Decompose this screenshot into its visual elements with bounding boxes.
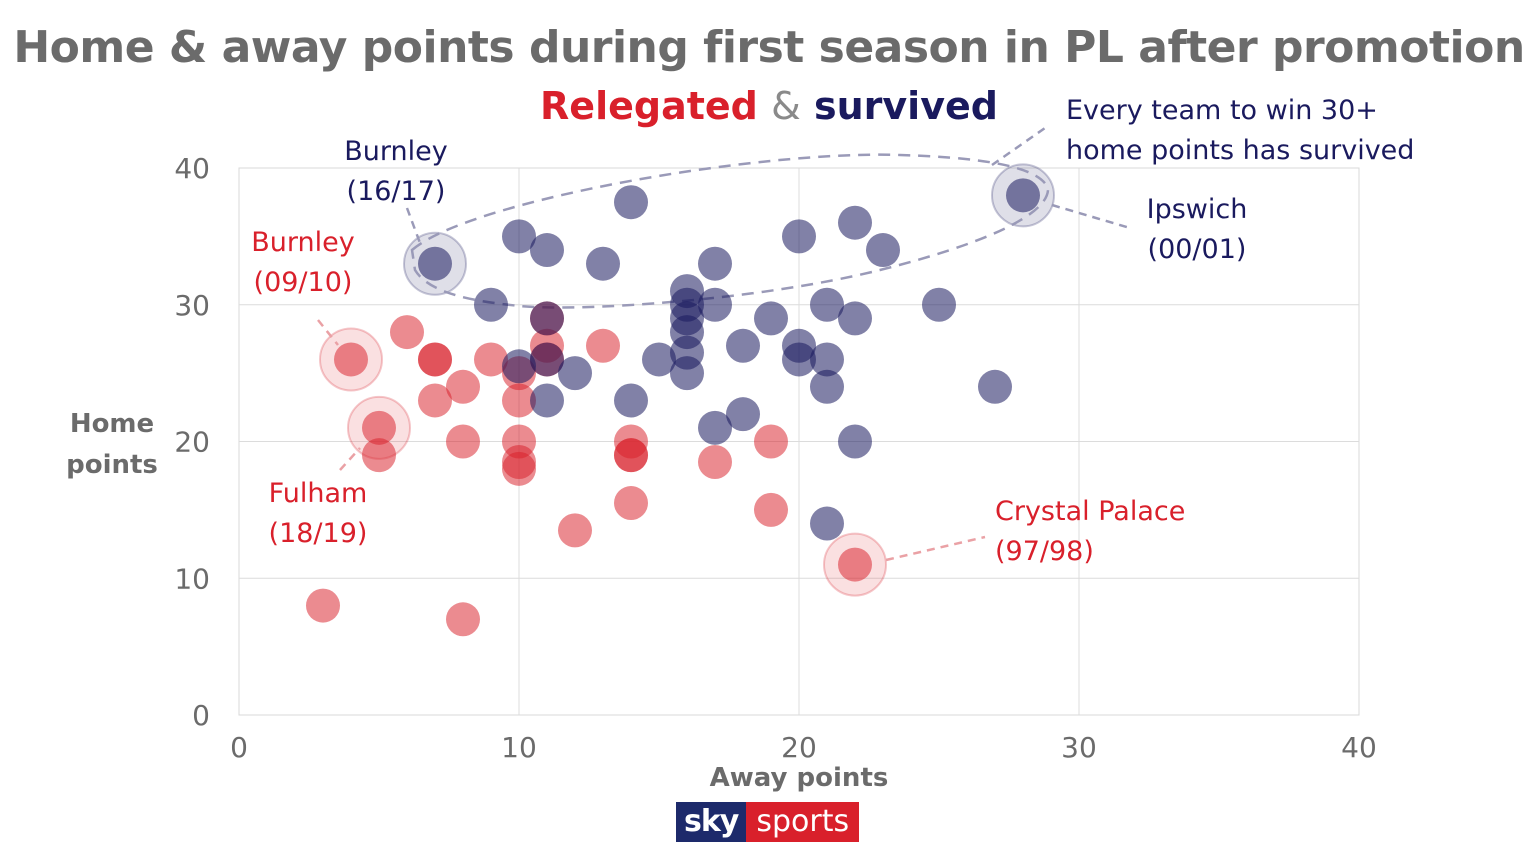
point-survived [642,342,676,377]
point-survived [1006,178,1040,213]
y-tick-label: 40 [174,152,210,185]
point-relegated [362,410,396,445]
highlight-label-team: Fulham [269,478,368,509]
y-tick-label: 20 [174,426,210,459]
point-survived [502,349,536,384]
point-survived [670,356,704,391]
leader-crystal-palace-9798 [885,535,986,562]
y-tick-label: 10 [174,562,210,595]
point-relegated [754,424,788,459]
highlight-label-team: Crystal Palace [995,496,1185,527]
x-tick-label: 10 [501,731,537,764]
point-relegated [614,486,648,521]
highlight-label-season: (16/17) [347,176,446,207]
point-survived [698,246,732,281]
leader-burnley-1617 [405,207,422,244]
point-relegated [586,328,620,363]
point-relegated [362,438,396,473]
annotation-line2: home points has survived [1066,135,1414,166]
y-tick-label: 30 [174,289,210,322]
point-survived [698,410,732,445]
point-relegated [698,445,732,480]
point-relegated [446,369,480,404]
point-survived [810,369,844,404]
point-survived [502,219,536,254]
point-survived [978,369,1012,404]
highlight-label-team: Burnley [251,227,354,258]
point-relegated [306,588,340,623]
point-relegated [334,342,368,377]
annotation-line1: Every team to win 30+ [1066,95,1378,126]
highlight-label-season: (18/19) [269,518,368,549]
sky-sports-logo: sky sports [676,802,860,842]
point-relegated [446,602,480,637]
logo-sky: sky [676,802,747,842]
chart-subtitle: Relegated & survived [0,84,1538,128]
point-survived [810,342,844,377]
y-axis-label-line1: Home [70,409,154,439]
point-relegated [558,513,592,548]
legend-ampersand: & [771,84,801,128]
x-tick-label: 20 [781,731,817,764]
point-survived [726,397,760,432]
point-relegated [838,547,872,582]
point-relegated [418,383,452,418]
highlight-label-season: (09/10) [254,267,353,298]
point-survived [726,328,760,363]
leader-fulham-1819 [339,447,361,471]
point-relegated [614,438,648,473]
y-axis-label-line2: points [66,450,158,480]
point-relegated [474,342,508,377]
highlight-label-season: (00/01) [1148,234,1247,265]
point-survived [474,287,508,322]
x-tick-label: 30 [1061,731,1097,764]
x-tick-label: 40 [1341,731,1377,764]
chart-title: Home & away points during first season i… [13,22,1525,73]
point-relegated [502,451,536,486]
point-survived [614,185,648,220]
highlight-label-team: Burnley [344,136,447,167]
point-survived [782,219,816,254]
point-survived [838,301,872,336]
point-survived [614,383,648,418]
point-relegated [446,424,480,459]
x-tick-label: 0 [230,731,248,764]
point-survived [418,246,452,281]
leader-ipswich-0001 [1051,203,1131,230]
point-survived [530,301,564,336]
highlight-label-team: Ipswich [1147,194,1248,225]
legend-survived: survived [813,84,998,128]
point-survived [754,301,788,336]
point-survived [558,356,592,391]
point-survived [838,205,872,240]
point-survived [782,342,816,377]
survived-threshold-outline [410,153,1050,309]
point-survived [922,287,956,322]
point-survived [698,287,732,322]
y-tick-label: 0 [192,699,210,732]
point-relegated [754,492,788,527]
legend-relegated: Relegated [540,84,758,128]
point-survived [530,383,564,418]
leader-burnley-0910 [317,319,339,346]
point-survived [810,506,844,541]
highlight-label-season: (97/98) [995,536,1094,567]
point-relegated [418,342,452,377]
leader-annotation [991,126,1046,167]
point-relegated [502,383,536,418]
point-survived [838,424,872,459]
point-survived [810,287,844,322]
point-survived [530,233,564,268]
point-survived [530,342,564,377]
point-survived [586,246,620,281]
point-relegated [390,315,424,350]
x-axis-label: Away points [710,763,889,793]
point-survived [866,233,900,268]
logo-sports: sports [746,802,860,842]
